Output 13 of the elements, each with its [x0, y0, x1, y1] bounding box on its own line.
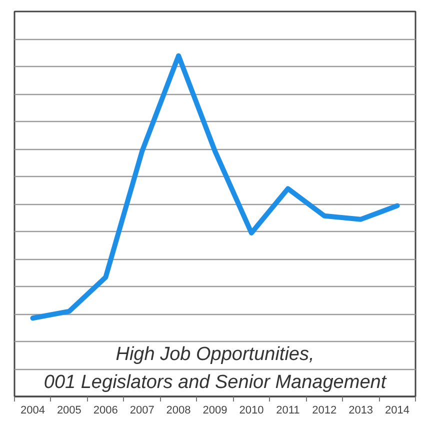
x-tick-label: 2012 [312, 404, 337, 416]
text: 001 Legislators and Senior Management [44, 372, 387, 394]
text: High Job Opportunities, [116, 344, 314, 366]
x-tick-label: 2013 [348, 404, 374, 416]
x-tick-label: 2011 [276, 404, 300, 416]
x-tick-label: 2005 [56, 404, 82, 416]
x-tick-label: 2007 [130, 404, 154, 416]
x-tick-label: 2004 [20, 404, 45, 416]
x-tick-label: 2008 [166, 404, 191, 416]
x-tick-label: 2010 [239, 404, 264, 416]
x-tick-label: 2006 [93, 404, 118, 416]
x-tick-label: 2014 [385, 404, 410, 416]
x-tick-label: 2009 [202, 404, 228, 416]
